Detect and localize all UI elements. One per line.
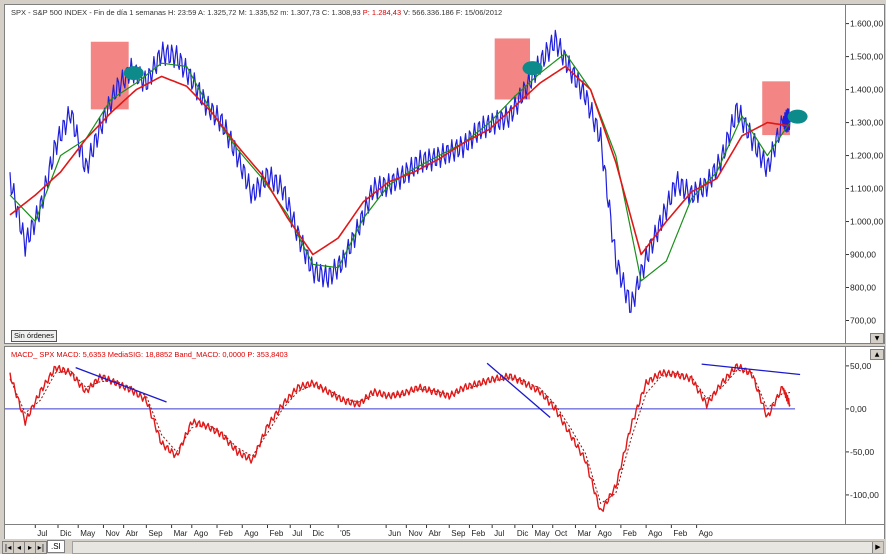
signal-line bbox=[9, 369, 791, 504]
price-y-axis-svg: 1.600,00 1.500,00 1.400,00 1.300,00 1.200,00… bbox=[846, 19, 883, 326]
macd-header-label: MACD_ SPX MACD: 5,6353 MediaSIG: 18,8852… bbox=[11, 350, 246, 359]
date-label: Jul bbox=[292, 529, 302, 538]
price-panel[interactable]: SPX - S&P 500 INDEX - Fin de día 1 seman… bbox=[4, 4, 846, 344]
date-label: Jun bbox=[388, 529, 401, 538]
price-header-prefix: SPX - S&P 500 INDEX - Fin de día 1 seman… bbox=[11, 8, 166, 17]
price-header-p: P: 1.284,43 bbox=[362, 8, 402, 17]
orders-button[interactable]: Sin órdenes bbox=[11, 330, 58, 342]
price-plot bbox=[9, 29, 808, 313]
price-ytick-label: 1.600,00 bbox=[850, 19, 883, 29]
date-label: Dic bbox=[60, 529, 72, 538]
macd-y-axis-svg: 50,00 0,00 -50,00 -100,00 bbox=[846, 361, 879, 500]
price-ytick-label: 1.100,00 bbox=[850, 184, 883, 194]
date-label: Ago bbox=[194, 529, 209, 538]
price-ytick-label: 800,00 bbox=[850, 283, 876, 293]
price-ytick-label: 900,00 bbox=[850, 250, 876, 260]
date-label: May bbox=[80, 529, 95, 538]
date-label: Jul bbox=[494, 529, 504, 538]
macd-axis-up-button[interactable]: ▲ bbox=[870, 349, 884, 360]
date-label: Ago bbox=[244, 529, 259, 538]
marker-2 bbox=[522, 61, 543, 76]
price-header: SPX - S&P 500 INDEX - Fin de día 1 seman… bbox=[11, 8, 502, 17]
date-label: Jul bbox=[37, 529, 47, 538]
date-label: Mar bbox=[577, 529, 591, 538]
date-label: Nov bbox=[408, 529, 422, 538]
price-header-stats: H: 23:59 A: 1.325,72 M: 1.335,52 m: 1.30… bbox=[168, 8, 361, 17]
long-ma-line bbox=[9, 65, 791, 256]
trendline-3 bbox=[701, 363, 801, 376]
macd-header-p: P: 353,8403 bbox=[247, 350, 288, 359]
macd-panel[interactable]: MACD_ SPX MACD: 5,6353 MediaSIG: 18,8852… bbox=[4, 346, 846, 526]
trendline-2 bbox=[486, 362, 551, 418]
date-label: May bbox=[535, 529, 550, 538]
date-label: Ago bbox=[648, 529, 663, 538]
macd-header: MACD_ SPX MACD: 5,6353 MediaSIG: 18,8852… bbox=[11, 350, 288, 359]
marker-1 bbox=[123, 66, 144, 81]
macd-line bbox=[9, 363, 791, 512]
price-ytick-label: 1.200,00 bbox=[850, 151, 883, 161]
price-ytick-label: 1.500,00 bbox=[850, 52, 883, 62]
date-label: Feb bbox=[673, 529, 687, 538]
date-label: Ago bbox=[699, 529, 714, 538]
date-label: Sep bbox=[148, 529, 163, 538]
trendline-1 bbox=[75, 366, 167, 403]
date-label: Feb bbox=[623, 529, 637, 538]
nav-last-button[interactable]: ▸| bbox=[35, 541, 47, 554]
date-label: Feb bbox=[471, 529, 485, 538]
price-y-axis: 1.600,00 1.500,00 1.400,00 1.300,00 1.200,00… bbox=[845, 4, 885, 344]
date-label: Dic bbox=[517, 529, 529, 538]
horizontal-scrollbar[interactable]: ▶ bbox=[72, 541, 884, 554]
scroll-right-arrow-icon[interactable]: ▶ bbox=[872, 542, 883, 553]
macd-ytick-label: 50,00 bbox=[850, 361, 872, 371]
macd-ytick-label: -100,00 bbox=[850, 490, 879, 500]
macd-y-axis: 50,00 0,00 -50,00 -100,00 ▲ bbox=[845, 346, 885, 526]
date-label: Mar bbox=[174, 529, 188, 538]
date-axis-svg: Jul Dic May Nov Abr Sep Mar Ago Feb Ago Feb Jul Dic '… bbox=[34, 525, 714, 538]
date-label: Feb bbox=[270, 529, 284, 538]
marker-3 bbox=[787, 109, 808, 124]
date-label: Ago bbox=[598, 529, 613, 538]
date-label: Nov bbox=[105, 529, 119, 538]
date-axis: Jul Dic May Nov Abr Sep Mar Ago Feb Ago Feb Jul Dic '… bbox=[4, 524, 885, 540]
sheet-tab[interactable]: .SI bbox=[47, 540, 65, 553]
date-label: Dic bbox=[312, 529, 324, 538]
price-header-tail: V: 566.336.186 F: 15/06/2012 bbox=[403, 8, 503, 17]
date-label: Oct bbox=[555, 529, 568, 538]
price-ytick-label: 1.400,00 bbox=[850, 85, 883, 95]
date-label: Abr bbox=[126, 529, 139, 538]
price-ytick-label: 700,00 bbox=[850, 316, 876, 326]
date-label: Feb bbox=[219, 529, 233, 538]
macd-ytick-label: 0,00 bbox=[850, 404, 867, 414]
date-label: Sep bbox=[451, 529, 466, 538]
price-ytick-label: 1.000,00 bbox=[850, 217, 883, 227]
price-ytick-label: 1.300,00 bbox=[850, 118, 883, 128]
macd-plot bbox=[5, 362, 801, 512]
date-label: Abr bbox=[429, 529, 442, 538]
date-label: '05 bbox=[340, 529, 351, 538]
macd-ytick-label: -50,00 bbox=[850, 447, 874, 457]
price-axis-down-button[interactable]: ▼ bbox=[870, 333, 884, 344]
